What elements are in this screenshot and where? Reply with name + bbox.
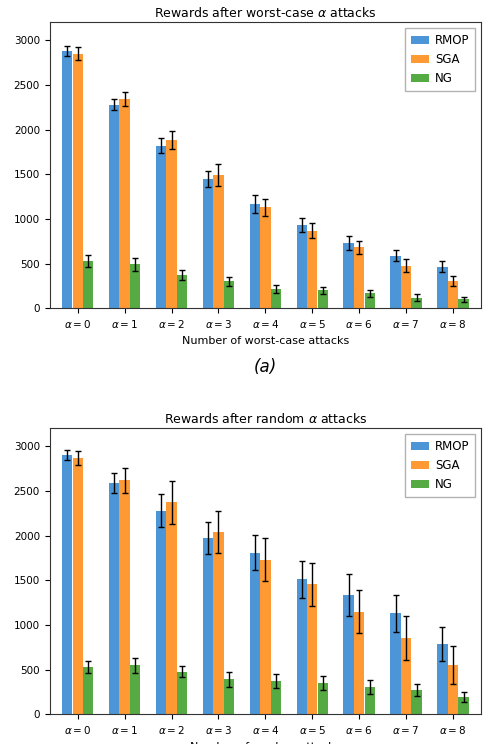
Bar — [130, 264, 140, 308]
Bar — [156, 146, 166, 308]
Bar — [72, 458, 83, 714]
Bar — [72, 54, 83, 308]
Bar — [271, 289, 281, 308]
Bar — [213, 532, 224, 714]
X-axis label: Number of random attacks: Number of random attacks — [190, 742, 341, 744]
Bar — [177, 672, 187, 714]
Bar — [62, 455, 72, 714]
Bar — [390, 613, 401, 714]
Bar — [224, 281, 234, 308]
Bar — [317, 290, 328, 308]
Bar — [390, 255, 401, 308]
Legend: RMOP, SGA, NG: RMOP, SGA, NG — [405, 434, 475, 497]
Bar — [249, 553, 260, 714]
Bar — [203, 538, 213, 714]
Bar — [437, 644, 447, 714]
Bar — [458, 299, 469, 308]
Bar — [412, 298, 422, 308]
Bar — [297, 225, 307, 308]
Bar — [401, 638, 411, 714]
Bar — [307, 231, 317, 308]
Bar — [344, 243, 354, 308]
Bar — [297, 580, 307, 714]
Bar — [437, 266, 447, 308]
Bar — [354, 612, 365, 714]
Title: Rewards after worst-case $\alpha$ attacks: Rewards after worst-case $\alpha$ attack… — [154, 6, 376, 20]
Title: Rewards after random $\alpha$ attacks: Rewards after random $\alpha$ attacks — [164, 411, 367, 426]
Bar — [156, 510, 166, 714]
Bar — [354, 248, 365, 308]
Bar — [120, 480, 130, 714]
Bar — [458, 697, 469, 714]
Text: (a): (a) — [254, 359, 277, 376]
Bar — [83, 667, 93, 714]
Legend: RMOP, SGA, NG: RMOP, SGA, NG — [405, 28, 475, 91]
Bar — [307, 584, 317, 714]
Bar — [344, 595, 354, 714]
Bar — [271, 682, 281, 714]
Bar — [130, 665, 140, 714]
Bar — [317, 683, 328, 714]
Bar — [249, 204, 260, 308]
Bar — [203, 179, 213, 308]
Bar — [401, 266, 411, 308]
Bar — [448, 665, 458, 714]
Bar — [109, 104, 119, 308]
Bar — [224, 679, 234, 714]
Bar — [260, 208, 270, 308]
Bar — [166, 502, 177, 714]
Bar — [412, 690, 422, 714]
Bar — [83, 261, 93, 308]
Bar — [365, 687, 375, 714]
Bar — [177, 275, 187, 308]
Bar — [109, 483, 119, 714]
Bar — [166, 141, 177, 308]
Bar — [365, 293, 375, 308]
Bar — [213, 175, 224, 308]
X-axis label: Number of worst-case attacks: Number of worst-case attacks — [182, 336, 349, 345]
Bar — [448, 281, 458, 308]
Bar — [62, 51, 72, 308]
Bar — [120, 99, 130, 308]
Bar — [260, 559, 270, 714]
